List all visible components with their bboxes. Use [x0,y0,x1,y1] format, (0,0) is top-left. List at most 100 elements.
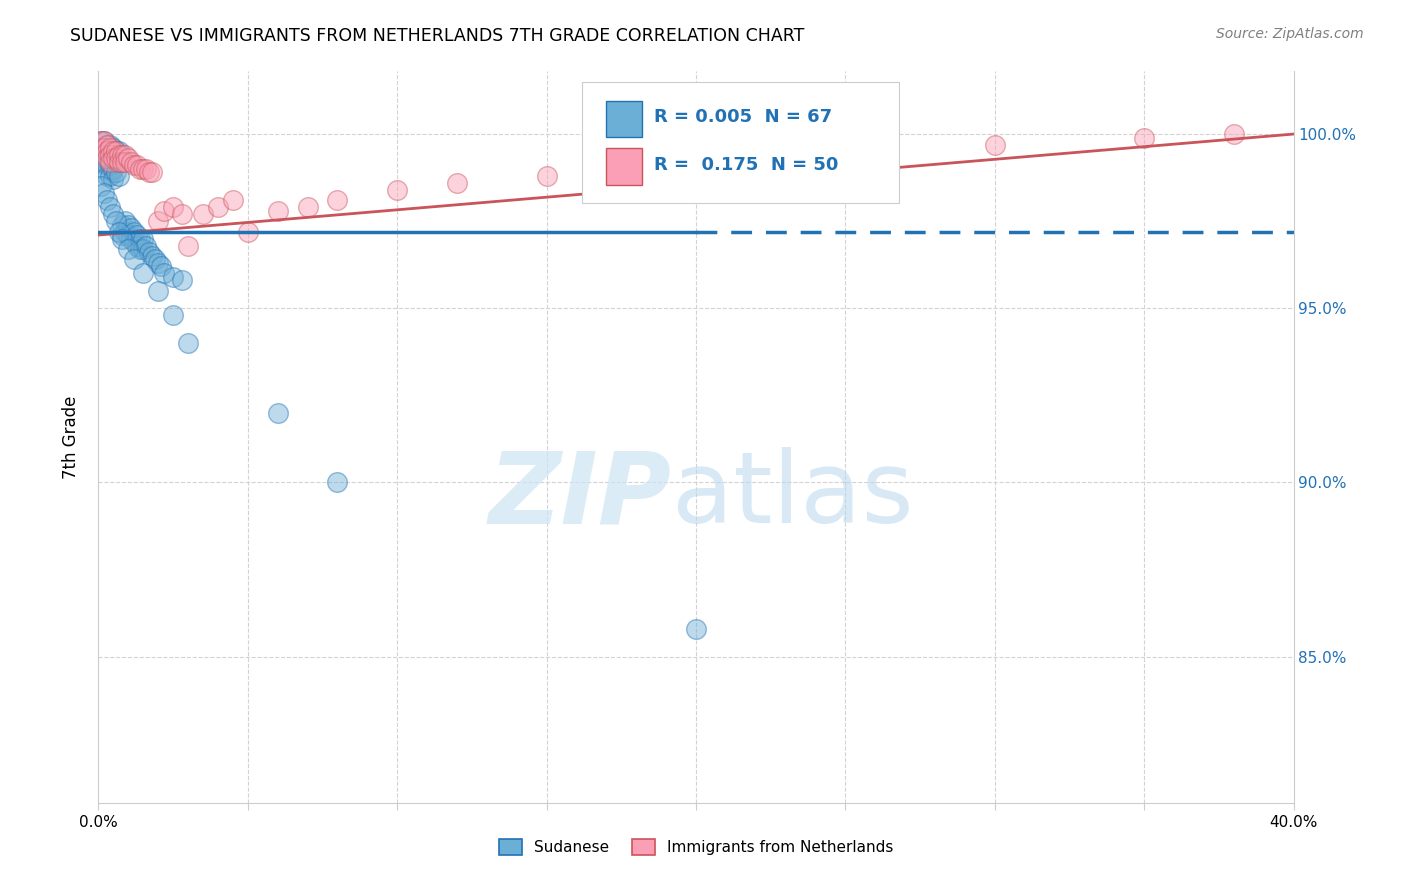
Point [111,155,134,169]
Point [105,152,128,166]
Point [111,231,134,245]
Point [129,231,152,245]
Point [124,235,146,249]
Point [191,207,214,221]
Point [117,242,139,256]
Point [96,193,118,207]
Point [138,165,160,179]
Point [162,200,184,214]
Point [129,242,152,256]
Point [98,137,122,152]
Point [685,155,707,169]
Point [446,176,468,190]
Point [297,200,319,214]
Point [127,228,149,243]
Point [98,148,122,162]
Point [108,145,131,159]
Point [93,186,115,201]
Point [93,148,115,162]
Point [103,141,125,155]
Point [90,155,112,169]
Point [177,336,200,351]
Point [105,214,128,228]
Point [148,284,170,298]
Point [90,179,112,194]
Point [114,148,136,162]
Point [124,225,146,239]
Point [150,260,173,274]
Point [98,169,122,183]
Point [536,169,558,183]
Point [385,183,409,197]
Point [685,622,707,636]
Point [98,141,122,155]
Point [177,238,200,252]
Point [132,161,155,176]
Point [98,155,122,169]
Point [127,158,149,172]
Point [984,137,1007,152]
Point [153,203,176,218]
Point [105,145,128,159]
Legend: Sudanese, Immigrants from Netherlands: Sudanese, Immigrants from Netherlands [492,833,900,861]
Point [98,148,122,162]
Point [96,137,118,152]
Point [96,169,118,183]
Point [326,193,349,207]
Point [111,228,134,243]
Point [103,207,125,221]
Text: atlas: atlas [672,447,914,544]
Text: Source: ZipAtlas.com: Source: ZipAtlas.com [1216,27,1364,41]
Point [138,245,160,260]
Text: SUDANESE VS IMMIGRANTS FROM NETHERLANDS 7TH GRADE CORRELATION CHART: SUDANESE VS IMMIGRANTS FROM NETHERLANDS … [70,27,804,45]
Point [108,169,131,183]
Point [172,273,194,287]
Text: R =  0.175  N = 50: R = 0.175 N = 50 [654,156,838,174]
Point [124,252,146,267]
FancyBboxPatch shape [606,148,643,185]
Point [834,148,856,162]
Point [132,266,155,280]
Point [132,231,155,245]
Point [96,137,118,152]
Point [120,231,142,245]
Point [141,249,163,263]
Point [108,155,131,169]
Point [93,134,115,148]
Point [124,158,146,172]
Point [103,152,125,166]
Point [114,225,136,239]
Point [117,228,139,243]
Point [90,141,112,155]
Point [120,155,142,169]
Point [96,152,118,166]
Point [103,172,125,186]
Point [1133,130,1156,145]
Point [93,141,115,155]
Point [105,165,128,179]
Point [98,158,122,172]
Point [93,161,115,176]
Point [117,152,139,166]
Point [148,214,170,228]
Point [96,148,118,162]
Point [111,148,134,162]
Point [90,145,112,159]
Point [103,145,125,159]
Point [105,145,128,159]
Point [98,200,122,214]
Point [93,134,115,148]
Point [207,200,229,214]
Point [222,193,245,207]
Point [108,225,131,239]
Point [108,155,131,169]
Point [103,161,125,176]
Point [135,161,157,176]
FancyBboxPatch shape [606,101,643,137]
Point [326,475,349,490]
Point [129,161,152,176]
Point [103,152,125,166]
Point [127,238,149,252]
Point [111,218,134,232]
Point [93,152,115,166]
